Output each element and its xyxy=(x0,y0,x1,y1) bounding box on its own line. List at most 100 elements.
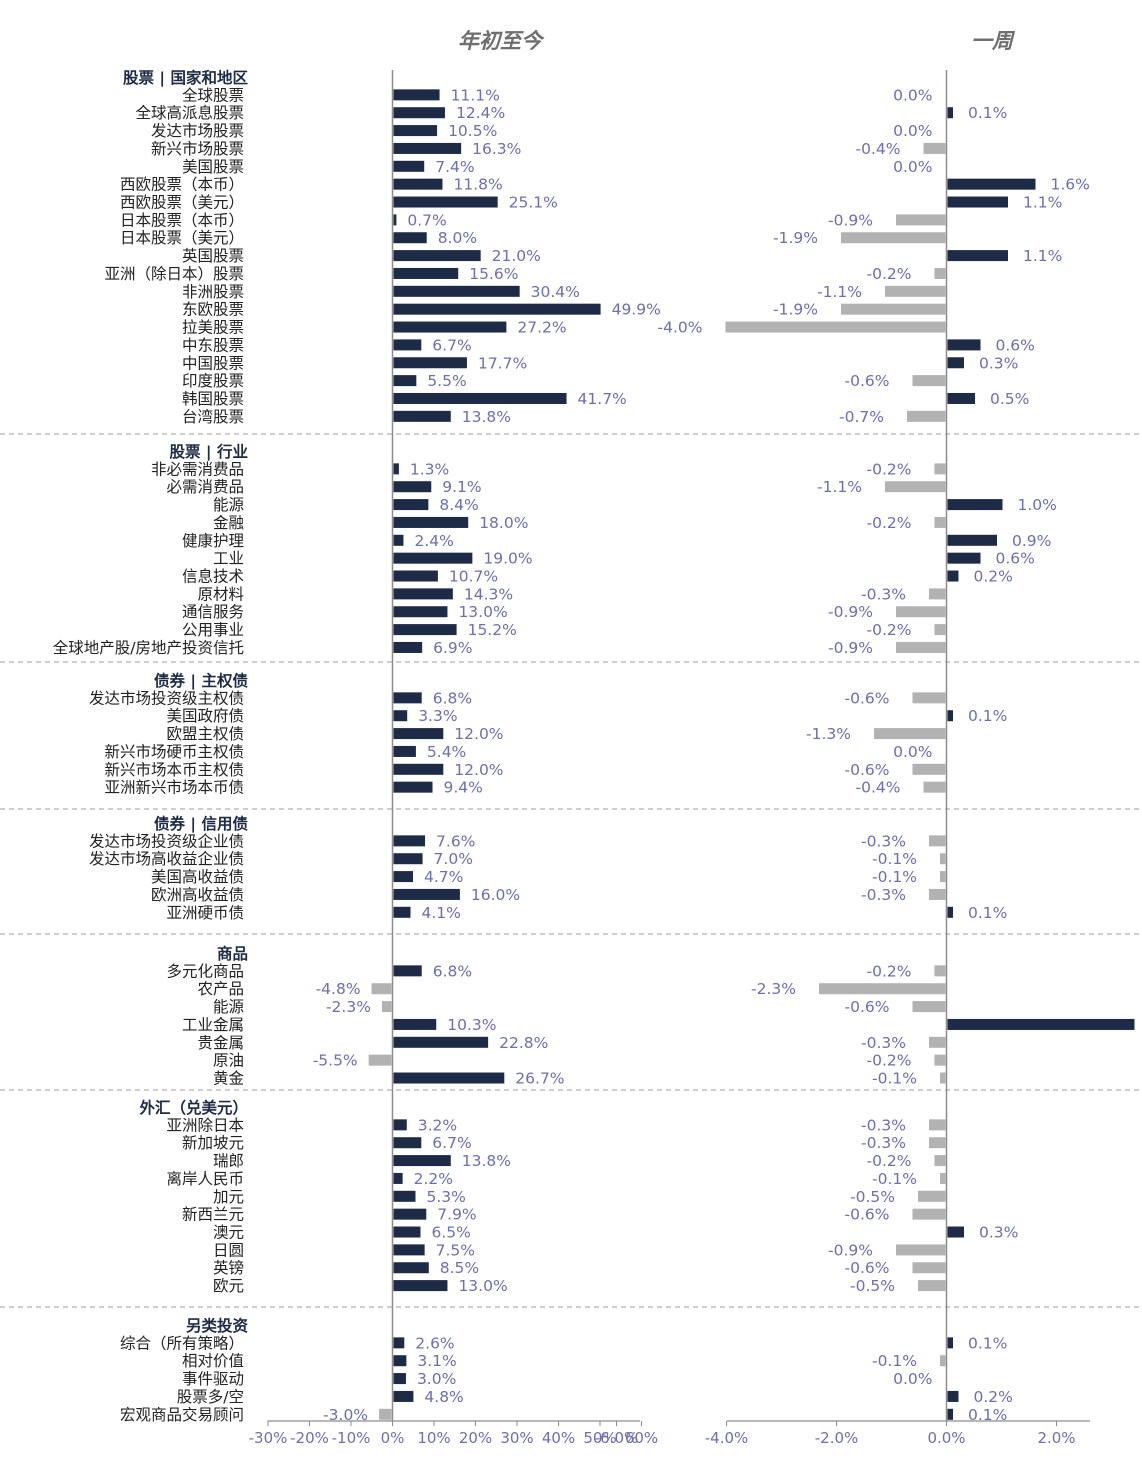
ytd-value-label: 12.0% xyxy=(454,761,503,779)
ytd-bar xyxy=(393,142,462,154)
row-label: 必需消费品 xyxy=(166,478,244,496)
row-label: 英镑 xyxy=(213,1259,244,1277)
ytd-value-label: 10.5% xyxy=(448,122,497,140)
ytd-value-label: 5.3% xyxy=(426,1188,465,1206)
ytd-value-label: 41.7% xyxy=(578,390,627,408)
week-bar xyxy=(947,107,953,119)
ytd-value-label: 49.9% xyxy=(612,301,661,319)
row-label: 综合（所有策略） xyxy=(120,1334,244,1352)
ytd-value-label: 11.8% xyxy=(453,176,502,194)
ytd-value-label: 12.0% xyxy=(454,725,503,743)
week-value-label: 0.0% xyxy=(893,1370,932,1388)
group-header: 股票 | 国家和地区 xyxy=(123,68,248,88)
row-label: 美国政府债 xyxy=(166,707,244,725)
x-tick-label: 0.0% xyxy=(927,1429,965,1447)
week-bar xyxy=(934,267,946,279)
ytd-bar xyxy=(393,781,433,793)
row-label: 新兴市场硬币主权债 xyxy=(104,743,244,761)
x-tick-label: 20% xyxy=(459,1429,492,1447)
ytd-bar xyxy=(393,763,444,775)
ytd-value-label: 11.1% xyxy=(451,86,500,104)
week-value-label: 0.3% xyxy=(979,1224,1018,1242)
row-label: 相对价值 xyxy=(182,1352,244,1370)
week-value-label: -0.3% xyxy=(861,832,906,850)
ytd-bar xyxy=(393,410,451,422)
week-bar xyxy=(874,728,946,740)
row-label: 中东股票 xyxy=(182,336,244,354)
ytd-value-label: 8.5% xyxy=(440,1259,479,1277)
week-value-label: -0.9% xyxy=(828,603,873,621)
week-bar xyxy=(896,214,946,226)
week-bar xyxy=(947,552,981,564)
ytd-bar xyxy=(393,1262,429,1274)
week-bar xyxy=(947,196,1008,208)
week-bar xyxy=(896,606,946,618)
ytd-value-label: 16.0% xyxy=(471,886,520,904)
x-tick-label: -30% xyxy=(249,1429,288,1447)
ytd-bar xyxy=(393,1337,405,1349)
row-label: 新兴市场股票 xyxy=(151,140,244,158)
row-label: 非必需消费品 xyxy=(151,460,244,478)
ytd-bar xyxy=(393,1390,414,1402)
row-label: 新兴市场本币主权债 xyxy=(104,761,244,779)
ytd-value-label: 1.3% xyxy=(410,460,449,478)
ytd-value-label: -4.8% xyxy=(316,980,361,998)
ytd-bar xyxy=(393,214,397,226)
ytd-bar xyxy=(381,1001,392,1013)
row-label: 亚洲硬币债 xyxy=(166,904,244,922)
row-label: 亚洲新兴市场本币债 xyxy=(104,779,244,797)
ytd-value-label: 26.7% xyxy=(515,1070,564,1088)
week-value-label: -0.6% xyxy=(845,372,890,390)
week-bar xyxy=(947,250,1008,262)
week-bar xyxy=(885,285,946,297)
week-bar xyxy=(725,321,946,333)
week-value-label: -0.3% xyxy=(861,1116,906,1134)
week-value-label: -0.9% xyxy=(828,1241,873,1259)
row-label: 英国股票 xyxy=(182,247,244,265)
row-label: 全球地产股/房地产投资信托 xyxy=(53,639,244,657)
ytd-bar xyxy=(393,1072,505,1084)
x-tick-label: 50% xyxy=(583,1429,616,1447)
week-bar xyxy=(923,781,946,793)
week-bar xyxy=(934,1155,946,1167)
ytd-value-label: 19.0% xyxy=(483,550,532,568)
ytd-bar xyxy=(393,232,427,244)
ytd-bar xyxy=(393,250,481,262)
row-label: 欧元 xyxy=(213,1277,244,1295)
row-label: 发达市场高收益企业债 xyxy=(89,850,244,868)
week-bar xyxy=(934,1054,946,1066)
ytd-bar xyxy=(393,516,469,528)
x-tick-label: 40% xyxy=(542,1429,575,1447)
week-value-label: 0.9% xyxy=(1012,532,1051,550)
row-label: 欧盟主权债 xyxy=(166,725,244,743)
week-value-label: -0.2% xyxy=(867,514,912,532)
ytd-bar xyxy=(393,1018,437,1030)
week-value-label: -0.2% xyxy=(867,1052,912,1070)
row-label: 亚洲除日本 xyxy=(166,1116,244,1134)
ytd-bar xyxy=(371,983,392,995)
ytd-value-label: 5.5% xyxy=(427,372,466,390)
week-bar xyxy=(912,763,946,775)
row-label: 欧洲高收益债 xyxy=(151,886,244,904)
week-value-label: 0.0% xyxy=(893,743,932,761)
x-tick-label: -2.0% xyxy=(815,1429,859,1447)
ytd-value-label: 30.4% xyxy=(531,283,580,301)
row-label: 贵金属 xyxy=(197,1034,244,1052)
ytd-bar xyxy=(393,710,408,722)
week-bar xyxy=(947,1018,1135,1030)
ytd-bar xyxy=(379,1408,392,1420)
week-value-label: 0.3% xyxy=(979,354,1018,372)
week-bar xyxy=(918,1190,946,1202)
ytd-bar xyxy=(393,888,460,900)
row-label: 股票多/空 xyxy=(177,1388,244,1406)
week-bar xyxy=(947,499,1003,511)
ytd-value-label: -5.5% xyxy=(313,1052,358,1070)
row-label: 事件驱动 xyxy=(182,1370,244,1388)
week-value-label: 0.1% xyxy=(968,707,1007,725)
ytd-value-label: 22.8% xyxy=(499,1034,548,1052)
ytd-bar xyxy=(393,89,440,101)
row-label: 公用事业 xyxy=(182,621,244,639)
week-value-label: -0.1% xyxy=(872,850,917,868)
week-value-label: -1.9% xyxy=(773,229,818,247)
row-label: 金融 xyxy=(213,514,244,532)
